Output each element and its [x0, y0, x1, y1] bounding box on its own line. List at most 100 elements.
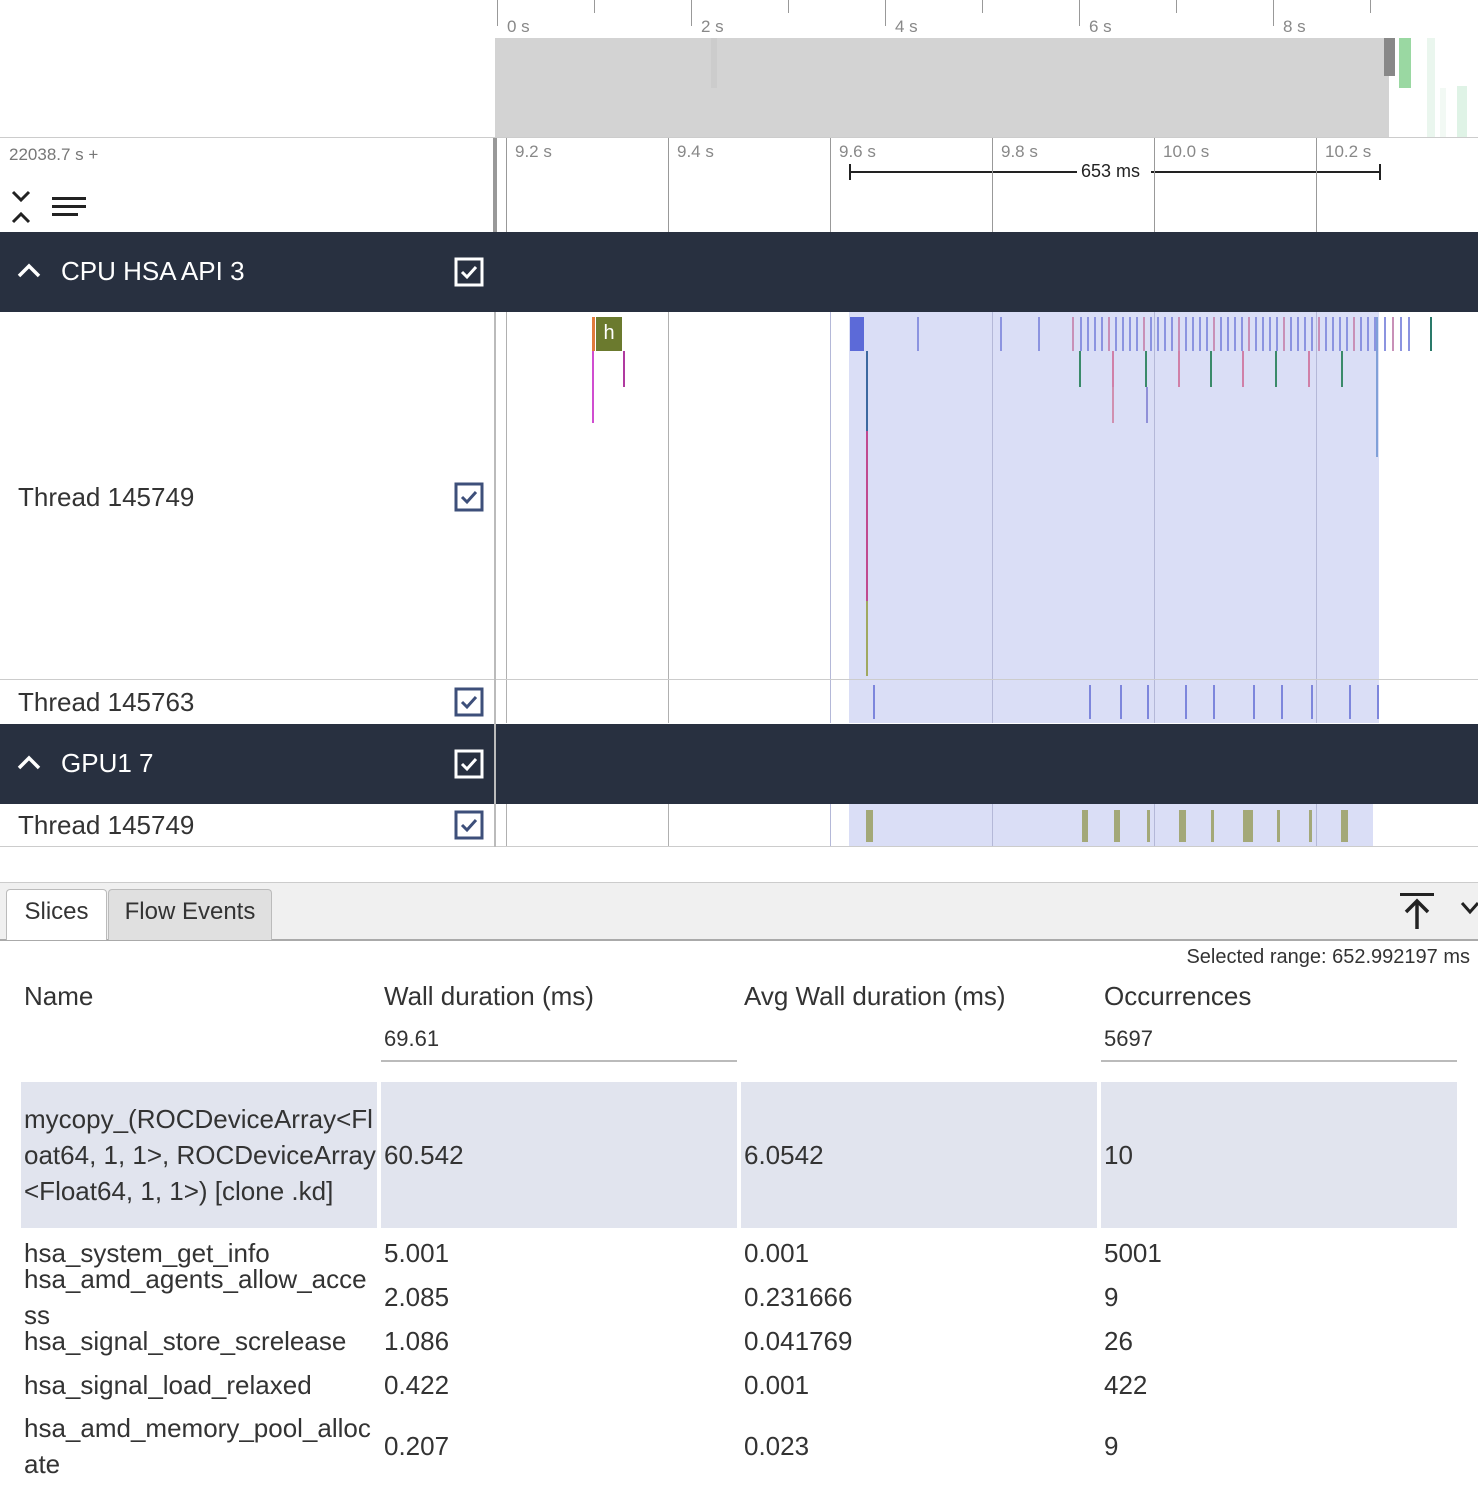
slice[interactable] [917, 317, 919, 351]
slice[interactable] [1220, 317, 1222, 351]
slice[interactable] [1122, 317, 1124, 351]
cell-occurrences[interactable]: 5001 [1104, 1238, 1162, 1268]
cell-wall-duration[interactable]: 0.422 [384, 1370, 450, 1400]
checkbox-checked-icon[interactable] [454, 810, 484, 840]
checkbox-checked-icon[interactable] [454, 749, 484, 779]
slice[interactable] [1374, 317, 1376, 351]
slice[interactable] [1360, 317, 1362, 351]
cell-avg-wall-duration[interactable]: 0.041769 [744, 1326, 853, 1356]
slice[interactable] [1112, 351, 1114, 387]
slice[interactable] [1339, 317, 1341, 351]
track-thread-145763[interactable]: Thread 145763 [0, 680, 495, 723]
cell-name[interactable]: hsa_amd_agents_allow_access [24, 1264, 367, 1330]
cell-wall-duration[interactable]: 5.001 [384, 1238, 450, 1268]
track-thread-145749[interactable]: Thread 145749 [0, 312, 495, 679]
slice[interactable] [1206, 317, 1208, 351]
slice[interactable] [1087, 317, 1089, 351]
cell-occurrences[interactable]: 422 [1104, 1370, 1148, 1400]
slice[interactable] [1248, 317, 1250, 351]
slice[interactable] [592, 317, 595, 351]
slice[interactable] [1136, 317, 1138, 351]
slice[interactable] [1400, 317, 1402, 351]
slice[interactable] [1080, 317, 1082, 351]
slice[interactable] [1178, 351, 1180, 387]
slice-block[interactable]: h [596, 317, 622, 351]
slice[interactable] [866, 810, 873, 842]
slice[interactable] [1179, 810, 1186, 842]
sort-lines-icon[interactable] [50, 195, 88, 219]
track-group-cpu-hsa-api[interactable]: CPU HSA API 3 [0, 232, 1478, 312]
checkbox-checked-icon[interactable] [454, 482, 484, 512]
slice[interactable] [1241, 317, 1243, 351]
cell-name[interactable]: mycopy_(ROCDeviceArray<Float64, 1, 1>, R… [21, 1082, 377, 1228]
slice[interactable] [1349, 685, 1351, 719]
overview-timeline[interactable]: 0 s 2 s 4 s 6 s 8 s [0, 0, 1478, 138]
cell-avg-wall-duration[interactable]: 0.023 [744, 1431, 810, 1461]
slice[interactable] [1346, 317, 1348, 351]
cell-name[interactable]: hsa_system_get_info [24, 1238, 270, 1268]
slice[interactable] [1072, 317, 1074, 351]
cell-avg-wall-duration[interactable]: 0.001 [744, 1238, 810, 1268]
checkbox-checked-icon[interactable] [454, 257, 484, 287]
tab-slices[interactable]: Slices [6, 889, 107, 940]
slice[interactable] [1242, 351, 1244, 387]
slice[interactable] [1353, 317, 1355, 351]
slice[interactable] [1367, 317, 1369, 351]
slice[interactable] [623, 351, 625, 387]
slice[interactable] [1311, 685, 1313, 719]
slice[interactable] [1408, 317, 1410, 351]
cell-occurrences[interactable]: 9 [1104, 1431, 1119, 1461]
slice[interactable] [1147, 810, 1150, 842]
slice[interactable] [1171, 317, 1173, 351]
slice[interactable] [1210, 351, 1212, 387]
slice[interactable] [1255, 317, 1257, 351]
slice[interactable] [1276, 317, 1278, 351]
slice[interactable] [1269, 317, 1271, 351]
slice[interactable] [1101, 317, 1103, 351]
slice[interactable] [1114, 810, 1120, 842]
chevron-down-icon[interactable] [1460, 901, 1478, 915]
slice[interactable] [873, 685, 875, 719]
slice[interactable] [1384, 317, 1386, 351]
cell-name[interactable]: hsa_amd_memory_pool_allocate [24, 1413, 371, 1479]
slice[interactable] [1297, 317, 1299, 351]
overview-window-handle[interactable] [1384, 38, 1395, 76]
slice[interactable] [1309, 810, 1312, 842]
track-canvas-gpu-thread-145749[interactable] [495, 804, 1478, 846]
cell-wall-duration[interactable]: 1.086 [384, 1326, 450, 1356]
slice[interactable] [1211, 810, 1214, 842]
track-gpu-thread-145749[interactable]: Thread 145749 [0, 804, 495, 846]
slice[interactable] [1290, 317, 1292, 351]
slice[interactable] [1108, 317, 1110, 351]
cell-occurrences[interactable]: 26 [1104, 1326, 1133, 1356]
cell-avg-wall-duration[interactable]: 0.231666 [744, 1282, 853, 1312]
slice[interactable] [1341, 351, 1343, 387]
slice[interactable] [1082, 810, 1088, 842]
slice[interactable] [1164, 317, 1166, 351]
slice[interactable] [1243, 810, 1253, 842]
track-canvas-thread-145763[interactable] [495, 680, 1478, 723]
slice[interactable] [1213, 317, 1215, 351]
slice[interactable] [1129, 317, 1131, 351]
slice[interactable] [1377, 685, 1379, 719]
column-header-name[interactable]: Name [24, 981, 94, 1011]
cell-name[interactable]: hsa_signal_store_screlease [24, 1326, 347, 1356]
slice[interactable] [1332, 317, 1334, 351]
chevron-up-icon[interactable] [17, 754, 41, 770]
slice[interactable] [1143, 317, 1145, 351]
slice[interactable] [1089, 685, 1091, 719]
slice[interactable] [866, 351, 868, 431]
slice[interactable] [1145, 351, 1147, 387]
chevron-up-icon[interactable] [17, 262, 41, 278]
slice[interactable] [1234, 317, 1236, 351]
slice[interactable] [1150, 317, 1152, 351]
slice[interactable] [1213, 685, 1215, 719]
cell-name[interactable]: hsa_signal_load_relaxed [24, 1370, 312, 1400]
slice[interactable] [1112, 387, 1114, 423]
slice[interactable] [1311, 317, 1313, 351]
checkbox-checked-icon[interactable] [454, 687, 484, 717]
column-header-avg-wall-duration[interactable]: Avg Wall duration (ms) [744, 981, 1006, 1011]
slice[interactable] [1253, 685, 1255, 719]
slice[interactable] [1304, 317, 1306, 351]
slice[interactable] [1038, 317, 1040, 351]
